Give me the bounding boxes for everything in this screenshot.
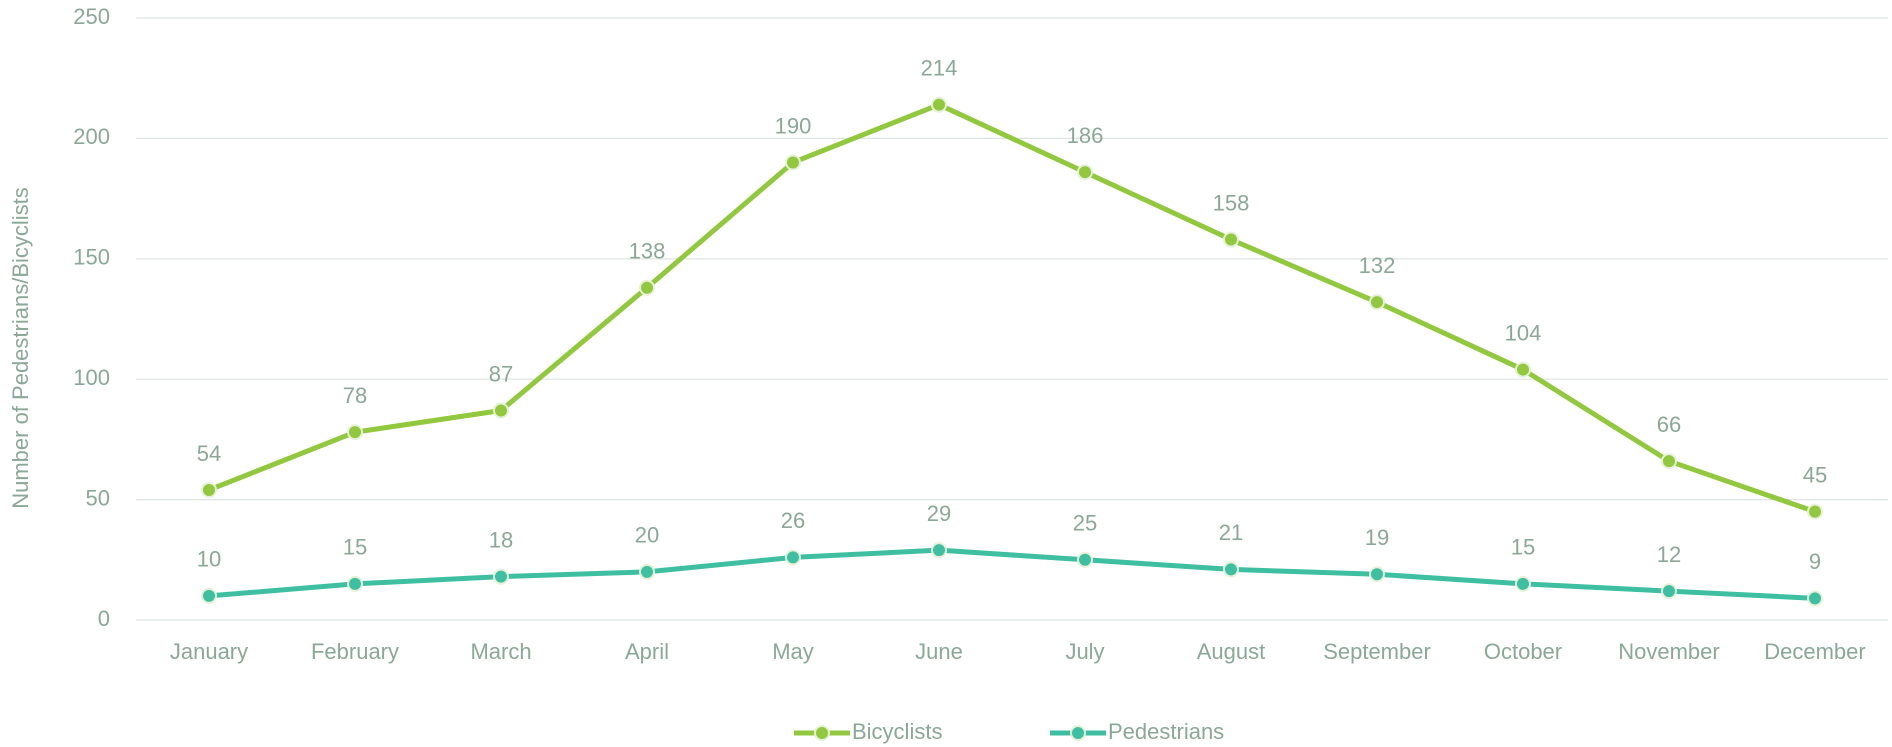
x-tick-label: November [1618,639,1719,664]
point [1661,453,1677,470]
data-label: 78 [343,383,367,408]
x-tick-label: May [772,639,814,664]
y-tick-label: 200 [73,124,110,149]
point [1515,575,1531,592]
point [1077,551,1093,568]
point [1369,566,1385,583]
data-label: 186 [1067,123,1104,148]
point [201,587,217,604]
legend-label: Pedestrians [1108,719,1224,744]
point [1077,164,1093,181]
data-label: 15 [343,535,367,560]
point [1807,503,1823,520]
y-tick-label: 0 [98,606,110,631]
data-label: 12 [1657,542,1681,567]
data-label: 158 [1213,190,1250,215]
data-label: 104 [1505,320,1542,345]
point [493,402,509,419]
data-label: 214 [921,56,958,81]
point [493,568,509,585]
point [347,424,363,441]
data-label: 26 [781,508,805,533]
x-tick-label: August [1197,639,1266,664]
data-label: 66 [1657,412,1681,437]
legend-label: Bicyclists [852,719,942,744]
data-label: 15 [1511,535,1535,560]
point [347,575,363,592]
legend-marker [1070,725,1086,741]
point [785,154,801,171]
x-tick-label: September [1323,639,1431,664]
point [1807,590,1823,607]
x-tick-label: January [170,639,248,664]
data-label: 45 [1803,462,1827,487]
y-tick-label: 100 [73,365,110,390]
data-label: 54 [197,441,221,466]
x-tick-label: December [1764,639,1865,664]
y-tick-label: 150 [73,245,110,270]
point [1515,361,1531,378]
data-label: 138 [629,239,666,264]
x-tick-label: March [470,639,531,664]
y-tick-label: 50 [86,485,110,510]
point [201,481,217,498]
y-axis-label: Number of Pedestrians/Bicyclists [8,187,33,509]
x-tick-label: April [625,639,669,664]
data-label: 190 [775,113,812,138]
data-label: 132 [1359,253,1396,278]
data-label: 9 [1809,549,1821,574]
legend-marker [814,725,830,741]
point [931,542,947,559]
series-line [208,547,1816,601]
x-tick-label: June [915,639,963,664]
point [639,563,655,580]
point [931,96,947,113]
data-label: 29 [927,501,951,526]
x-tick-label: October [1484,639,1562,664]
y-tick-label: 250 [73,4,110,29]
data-label: 25 [1073,511,1097,536]
data-label: 18 [489,527,513,552]
point [1369,294,1385,311]
x-tick-label: February [311,639,399,664]
data-label: 19 [1365,525,1389,550]
point [785,549,801,566]
data-label: 10 [197,547,221,572]
point [1223,231,1239,248]
series-line [208,102,1816,515]
point [639,279,655,296]
point [1661,583,1677,600]
data-label: 20 [635,523,659,548]
point [1223,561,1239,578]
data-label: 21 [1219,520,1243,545]
data-label: 87 [489,361,513,386]
x-tick-label: July [1065,639,1104,664]
